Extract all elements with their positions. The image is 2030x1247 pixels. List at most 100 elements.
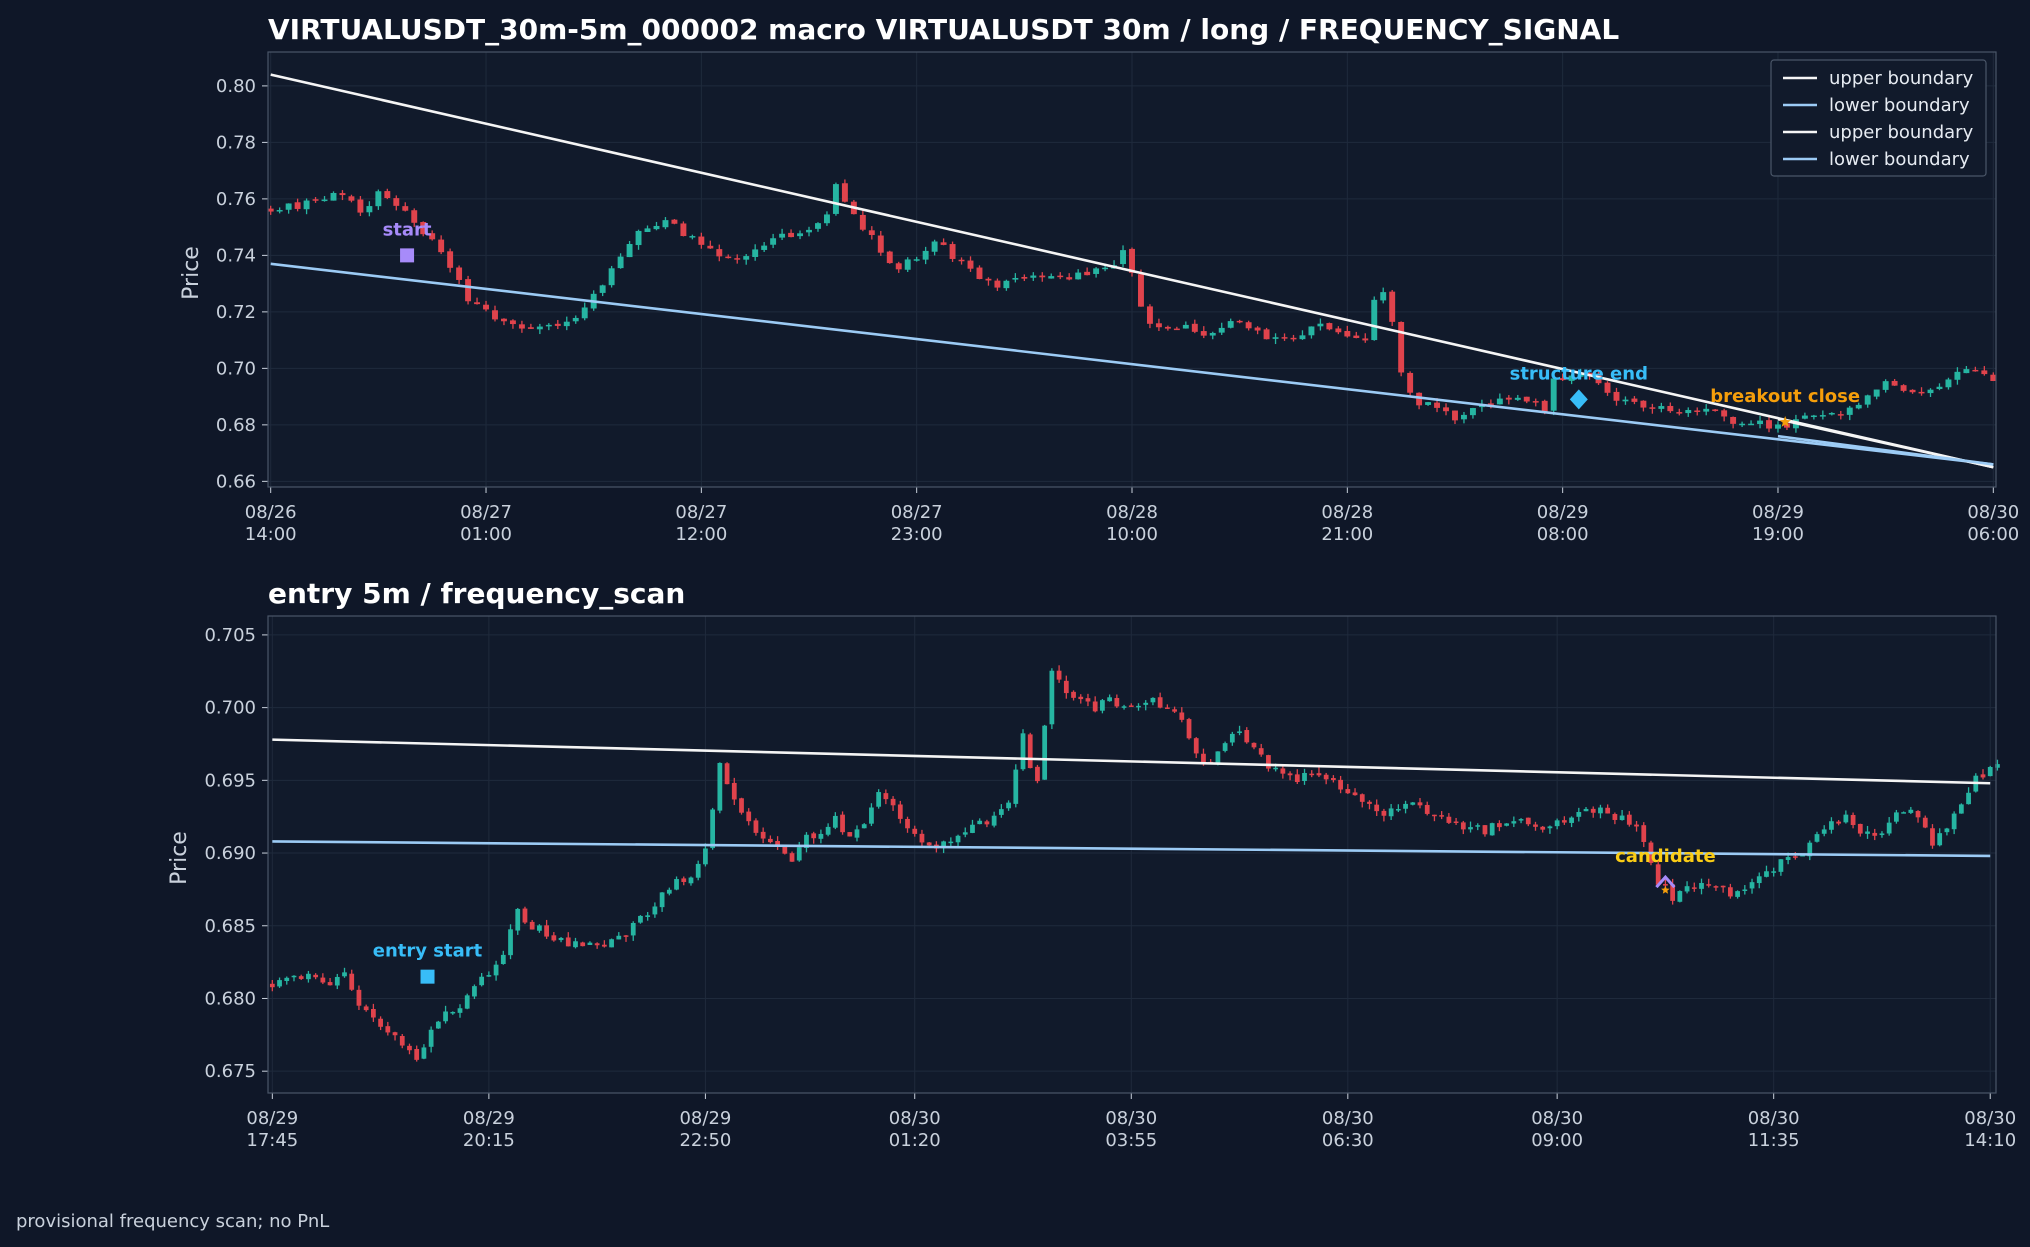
entry-candle-body xyxy=(731,782,737,800)
entry-candle-body xyxy=(1785,857,1791,860)
macro-x-tick-time: 12:00 xyxy=(675,524,727,545)
entry-x-tick-date: 08/29 xyxy=(246,1108,298,1129)
entry-candle-body xyxy=(1879,833,1885,836)
macro-candle-body xyxy=(1030,275,1037,278)
entry-candle-body xyxy=(1540,826,1546,830)
macro-x-tick-date: 08/26 xyxy=(245,502,297,523)
entry-candle-body xyxy=(1482,825,1488,835)
entry-candle-body xyxy=(1345,789,1351,794)
entry-candle-body xyxy=(681,878,687,882)
entry-candle-body xyxy=(594,943,600,946)
entry-candle-body xyxy=(1323,774,1329,780)
macro-candle-body xyxy=(1218,327,1225,333)
macro-candle-body xyxy=(1604,382,1611,393)
entry-candle-body xyxy=(1164,707,1170,709)
entry-candle-body xyxy=(1085,698,1091,702)
macro-candle-body xyxy=(1236,320,1243,323)
macro-candle-body xyxy=(1129,248,1135,273)
entry-candle-body xyxy=(1829,821,1834,830)
entry-candle-body xyxy=(1468,827,1473,830)
entry-candle-body xyxy=(1807,842,1813,857)
macro-x-tick-time: 08:00 xyxy=(1537,524,1589,545)
macro-candle-body xyxy=(1694,410,1701,412)
macro-candle-body xyxy=(1443,407,1449,412)
macro-candle-body xyxy=(1739,423,1746,426)
macro-candle-body xyxy=(1371,299,1378,341)
entry-candle-body xyxy=(1699,882,1704,889)
macro-candle-body xyxy=(788,232,795,238)
entry-candle-body xyxy=(890,798,896,806)
entry-candle-body xyxy=(1439,815,1445,817)
entry-candle-body xyxy=(1713,886,1719,888)
macro-y-tick-label: 0.80 xyxy=(216,76,256,97)
macro-candle-body xyxy=(1308,326,1315,336)
entry-candle-body xyxy=(674,879,679,890)
entry-candle-body xyxy=(782,846,788,854)
entry-candle-body xyxy=(1937,833,1943,846)
entry-candle-body xyxy=(1850,814,1856,826)
macro-candle-body xyxy=(1416,392,1423,406)
entry-candle-body xyxy=(760,831,766,839)
macro-candle-body xyxy=(1568,375,1575,381)
entry-candle-body xyxy=(1727,887,1733,897)
macro-x-tick-date: 08/27 xyxy=(891,502,943,523)
macro-candle-body xyxy=(895,263,902,270)
entry-candle-body xyxy=(825,826,831,835)
macro-candle-body xyxy=(994,280,1001,288)
entry-candle-body xyxy=(1338,779,1343,790)
entry-y-axis-label: Price xyxy=(167,831,192,885)
entry-candle-body xyxy=(1215,751,1221,764)
entry-candle-body xyxy=(1894,812,1899,822)
macro-candle-body xyxy=(312,199,319,201)
macro-candle-body xyxy=(626,244,633,258)
macro-candle-body xyxy=(1048,276,1055,279)
macro-candle-body xyxy=(384,191,391,199)
macro-candle-body xyxy=(1523,396,1530,402)
macro-candle-body xyxy=(1245,322,1252,329)
entry-candle-body xyxy=(1944,828,1950,833)
entry-candle-body xyxy=(919,833,925,843)
macro-candle-body xyxy=(904,259,911,270)
macro-candle-body xyxy=(815,223,821,229)
macro-candle-body xyxy=(1577,373,1584,377)
entry-candle-body xyxy=(407,1045,412,1051)
entry-candle-body xyxy=(486,975,492,977)
macro-candle-body xyxy=(823,214,830,224)
entry-candle-body xyxy=(1331,778,1336,781)
macro-candle-body xyxy=(1317,323,1324,327)
macro-candle-body xyxy=(1801,415,1808,419)
macro-candle-body xyxy=(1272,337,1279,339)
entry-x-tick-time: 20:15 xyxy=(463,1130,515,1151)
entry-candle-body xyxy=(1121,706,1127,708)
macro-candle-body xyxy=(1712,409,1719,411)
entry-candle-body xyxy=(1821,829,1827,834)
entry-candle-body xyxy=(1092,701,1098,712)
macro-lower-boundary-line xyxy=(1777,434,1994,466)
entry-candle-body xyxy=(1359,794,1365,802)
entry-candle-body xyxy=(1590,808,1596,813)
macro-candle-body xyxy=(1407,372,1414,393)
macro-candle-body xyxy=(1945,379,1952,388)
macro-candle-body xyxy=(1981,370,1988,375)
entry-candle-body xyxy=(638,915,643,923)
macro-candle-body xyxy=(797,233,803,237)
macro-candle-body xyxy=(1003,280,1010,289)
entry-candle-body xyxy=(1157,697,1163,708)
macro-legend-label: upper boundary xyxy=(1829,68,1974,89)
macro-candle-body xyxy=(1434,402,1441,408)
macro-y-tick-label: 0.76 xyxy=(216,189,256,210)
entry-candle-body xyxy=(1857,823,1863,834)
entry-candle-body xyxy=(804,834,809,848)
macro-candle-body xyxy=(393,198,400,206)
entry-candle-body xyxy=(1691,887,1697,889)
entry-candle-body xyxy=(1901,812,1906,814)
macro-candle-body xyxy=(1290,337,1297,340)
macro-candle-body xyxy=(1828,412,1835,415)
entry-candle-body xyxy=(601,944,607,947)
macro-x-tick-date: 08/28 xyxy=(1321,502,1373,523)
entry-candle-body xyxy=(1035,766,1040,782)
entry-candle-body xyxy=(1006,802,1011,809)
macro-candle-body xyxy=(1389,291,1396,322)
entry-candle-body xyxy=(1843,814,1849,823)
macro-candle-body xyxy=(1012,277,1019,280)
